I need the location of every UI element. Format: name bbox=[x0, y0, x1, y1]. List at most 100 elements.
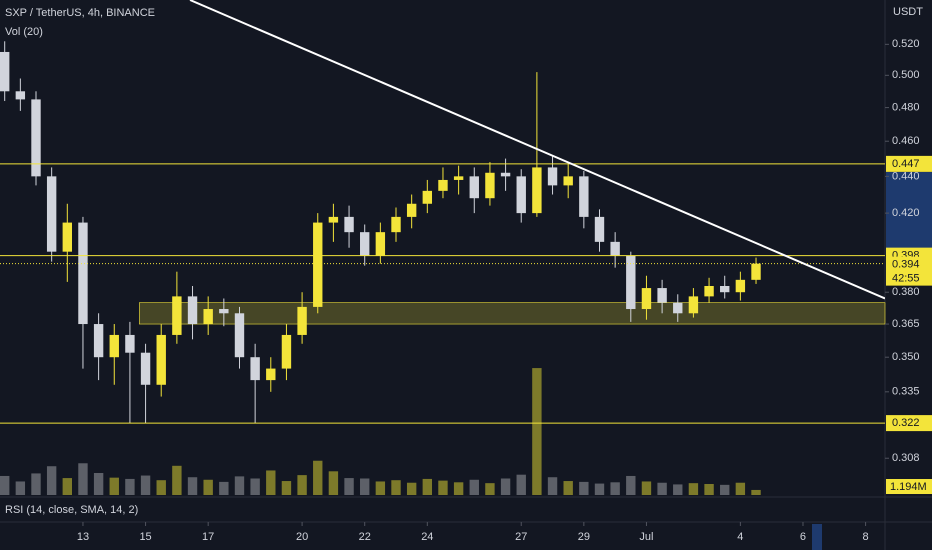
x-tick-label: 24 bbox=[421, 531, 433, 543]
volume-bar bbox=[187, 477, 198, 495]
volume-bar bbox=[720, 484, 730, 495]
candle-body bbox=[344, 216, 354, 233]
y-tick-label: 0.335 bbox=[892, 386, 920, 398]
x-tick-label: 22 bbox=[359, 531, 371, 543]
volume-bar bbox=[93, 473, 104, 495]
volume-bar bbox=[657, 482, 667, 495]
candle-body bbox=[250, 357, 260, 381]
volume-bar bbox=[360, 478, 370, 495]
candle-body bbox=[109, 334, 119, 358]
candle-body bbox=[266, 368, 276, 381]
candle-body bbox=[328, 216, 339, 223]
volume-bar bbox=[422, 478, 433, 495]
candle-body bbox=[500, 172, 511, 177]
countdown: 42:55 bbox=[892, 273, 920, 285]
volume-bar bbox=[344, 478, 354, 495]
candle-body bbox=[751, 263, 761, 280]
candle-body bbox=[720, 285, 730, 293]
volume-bar bbox=[610, 482, 620, 495]
volume-bar bbox=[375, 481, 386, 495]
volume-bar bbox=[751, 489, 761, 495]
level-label: 0.447 bbox=[892, 158, 920, 170]
volume-bar bbox=[297, 475, 307, 495]
y-tick-label: 0.420 bbox=[892, 207, 920, 219]
volume-bar bbox=[500, 478, 511, 495]
level-label-box bbox=[886, 155, 932, 172]
volume-bar bbox=[250, 478, 260, 495]
candle-body bbox=[469, 176, 479, 199]
volume-bar bbox=[219, 481, 229, 495]
candle-body bbox=[485, 172, 495, 199]
current-price-box bbox=[886, 256, 932, 286]
y-tick-label: 0.440 bbox=[892, 170, 920, 182]
support-zone bbox=[139, 302, 886, 325]
volume-bar bbox=[688, 483, 699, 495]
candle-body bbox=[641, 288, 652, 310]
indicator-title: RSI (14, close, SMA, 14, 2) bbox=[5, 504, 138, 516]
volume-bar bbox=[46, 466, 57, 495]
axis-selection bbox=[886, 172, 932, 256]
volume-bar bbox=[594, 483, 605, 495]
candle-body bbox=[547, 167, 558, 186]
volume-bar bbox=[0, 475, 10, 495]
volume-bar bbox=[140, 475, 151, 495]
candle-body bbox=[594, 216, 605, 242]
candle-body bbox=[0, 51, 10, 92]
level-label: 0.322 bbox=[892, 417, 920, 429]
candle-body bbox=[31, 99, 41, 177]
volume-bar bbox=[704, 484, 714, 495]
y-tick-label: 0.480 bbox=[892, 101, 920, 113]
volume-bar bbox=[453, 482, 464, 495]
y-tick-label: 0.308 bbox=[892, 452, 920, 464]
x-tick-label: 27 bbox=[515, 531, 527, 543]
x-tick-label: 6 bbox=[800, 531, 806, 543]
volume-bar bbox=[125, 478, 135, 495]
volume-label: 1.194M bbox=[890, 481, 927, 493]
volume-bar bbox=[563, 481, 573, 495]
time-selection bbox=[812, 524, 822, 550]
candle-body bbox=[360, 232, 370, 256]
candle-body bbox=[406, 203, 417, 217]
y-tick-label: 0.365 bbox=[892, 318, 920, 330]
volume-bar bbox=[438, 480, 448, 495]
trendline bbox=[189, 0, 885, 300]
volume-bar bbox=[62, 478, 73, 495]
candle-body bbox=[438, 179, 448, 191]
volume-bar bbox=[547, 477, 558, 495]
candle-body bbox=[391, 216, 401, 233]
current-price-label: 0.394 bbox=[892, 259, 920, 271]
candle-body bbox=[673, 302, 683, 314]
volume-bar bbox=[391, 480, 401, 495]
candle-body bbox=[219, 309, 229, 314]
candle-body bbox=[15, 91, 26, 100]
x-tick-label: 15 bbox=[139, 531, 151, 543]
volume-bar bbox=[203, 479, 213, 495]
volume-bar bbox=[406, 482, 417, 495]
candle-body bbox=[626, 255, 636, 310]
level-label-box bbox=[886, 415, 932, 432]
volume-bar bbox=[469, 479, 479, 495]
candle-body bbox=[610, 241, 620, 256]
volume-bar bbox=[78, 463, 88, 495]
x-tick-label: 17 bbox=[202, 531, 214, 543]
volume-bar bbox=[673, 484, 683, 495]
candle-body bbox=[156, 334, 166, 385]
volume-bar bbox=[109, 477, 119, 495]
volume-bar bbox=[735, 482, 746, 495]
candle-body bbox=[657, 288, 667, 303]
candle-body bbox=[688, 296, 699, 314]
volume-bar bbox=[516, 474, 526, 495]
chart-title: SXP / TetherUS, 4h, BINANCE bbox=[5, 7, 155, 19]
y-tick-label: 0.350 bbox=[892, 351, 920, 363]
candle-body bbox=[46, 176, 57, 252]
candle-body bbox=[172, 296, 182, 335]
x-tick-label: Jul bbox=[639, 531, 653, 543]
candle-body bbox=[453, 176, 464, 180]
volume-bar bbox=[485, 483, 495, 495]
candle-body bbox=[125, 334, 135, 353]
candle-body bbox=[93, 324, 104, 358]
volume-bar bbox=[641, 481, 652, 495]
currency: USDT bbox=[893, 6, 923, 18]
candle-body bbox=[203, 309, 213, 325]
